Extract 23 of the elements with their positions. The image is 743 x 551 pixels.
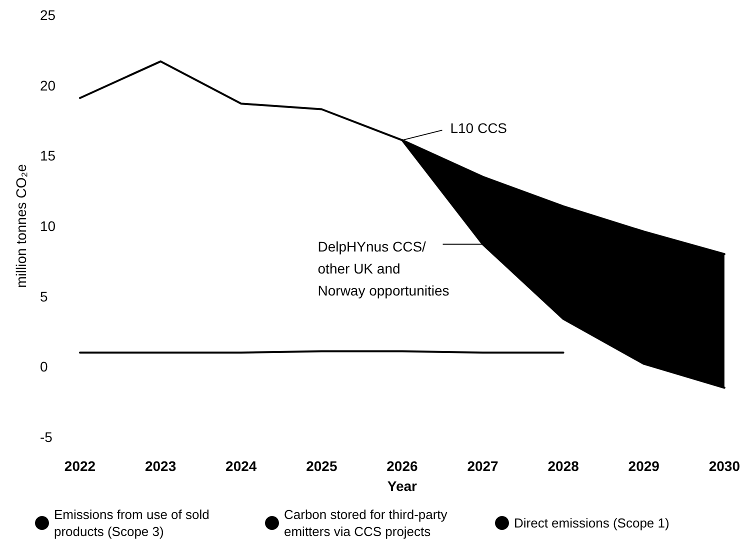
y-tick-label: -5 (40, 429, 53, 445)
x-axis-title: Year (387, 478, 418, 494)
y-tick-label: 0 (40, 358, 48, 375)
legend-label: Carbon stored for third-party emitters via CCS projects (284, 507, 451, 539)
y-tick-label: 10 (40, 218, 56, 234)
x-tick-label: 2025 (306, 458, 338, 474)
y-tick-label: 5 (40, 288, 48, 304)
x-tick-label: 2030 (708, 458, 740, 474)
y-tick-label: 20 (40, 77, 56, 94)
x-tick-label: 2027 (467, 458, 499, 474)
y-tick-label: 25 (40, 7, 56, 23)
annotation: L10 CCS (450, 120, 508, 136)
annotation: DelpHYnus CCS/ other UK and Norway opportunities (318, 238, 450, 298)
y-tick-label: 15 (40, 148, 56, 164)
legend-label: Emissions from use of sold products (Scope 3) (54, 507, 213, 539)
x-tick-label: 2022 (64, 458, 96, 474)
x-tick-label: 2023 (144, 458, 176, 474)
x-tick-label: 2024 (226, 458, 257, 474)
x-tick-label: 2026 (386, 458, 418, 474)
x-tick-label: 2029 (628, 458, 660, 474)
legend-label: Direct emissions (Scope 1) (514, 516, 670, 530)
y-axis-title: million tonnes CO₂e (13, 164, 29, 288)
x-tick-label: 2028 (548, 458, 580, 474)
